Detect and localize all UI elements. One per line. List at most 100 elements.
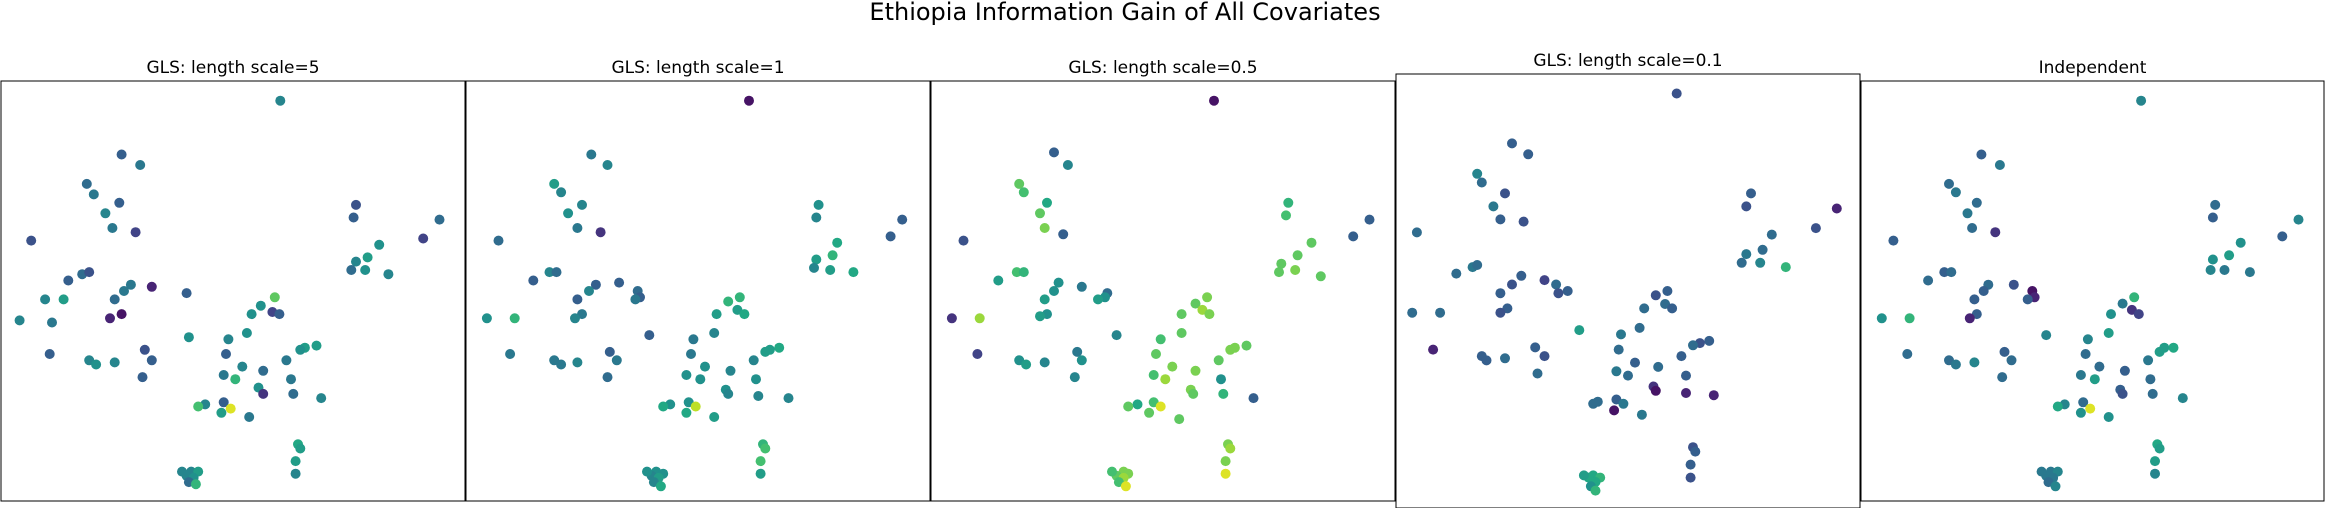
- scatter-point: [774, 342, 785, 353]
- scatter-point: [2154, 443, 2165, 454]
- scatter-point: [642, 466, 652, 477]
- scatter-point: [2078, 397, 2089, 408]
- scatter-point: [2133, 309, 2144, 320]
- scatter-point: [2244, 267, 2255, 278]
- scatter-point: [1209, 95, 1219, 106]
- scatter-point: [1123, 401, 1134, 412]
- scatter-point: [1093, 294, 1103, 305]
- scatter-point: [119, 286, 129, 296]
- scatter-point: [84, 267, 95, 278]
- scatter-point: [2147, 388, 2158, 399]
- scatter-point: [1650, 290, 1661, 301]
- scatter-point: [1507, 138, 1517, 149]
- scatter-point: [848, 267, 859, 278]
- scatter-point: [1708, 390, 1719, 401]
- scatter-point: [1225, 344, 1236, 355]
- scatter-point: [1888, 235, 1899, 246]
- scatter-point: [1562, 286, 1573, 296]
- scatter-point: [40, 294, 51, 305]
- scatter-point: [1950, 359, 1961, 370]
- scatter-point: [418, 233, 429, 244]
- scatter-point: [1107, 466, 1117, 477]
- scatter-point: [681, 370, 692, 380]
- scatter-point: [1578, 470, 1589, 481]
- scatter-point: [1155, 401, 1166, 412]
- scatter-point: [1220, 468, 1231, 479]
- scatter-point: [1348, 231, 1359, 242]
- scatter-point: [1451, 268, 1462, 279]
- scatter-point: [1042, 197, 1052, 208]
- scatter-point: [972, 349, 983, 359]
- scatter-point: [493, 235, 504, 246]
- scatter-point: [1176, 328, 1187, 338]
- scatter-point: [116, 149, 127, 160]
- scatter-point: [137, 372, 148, 383]
- scatter-point: [2210, 199, 2221, 210]
- scatter-point: [244, 412, 255, 422]
- scatter-point: [1507, 279, 1517, 290]
- scatter-point: [1176, 309, 1187, 320]
- scatter-point: [1435, 307, 1446, 318]
- scatter-point: [655, 481, 666, 492]
- scatter-point: [572, 294, 583, 305]
- scatter-point: [216, 407, 227, 418]
- scatter-point: [246, 309, 257, 320]
- scatter-point: [1274, 267, 1284, 278]
- scatter-point: [827, 250, 838, 261]
- scatter-point: [2224, 250, 2235, 261]
- axes-frame: [930, 80, 1396, 502]
- scatter-point: [1588, 398, 1599, 409]
- scatter-point: [1636, 409, 1647, 420]
- scatter-point: [26, 235, 37, 246]
- scatter-point: [374, 239, 385, 250]
- scatter-point: [1681, 370, 1691, 381]
- scatter-point: [544, 267, 555, 278]
- subplot-title: Independent: [2039, 58, 2147, 78]
- scatter-point: [1634, 322, 1645, 333]
- scatter-point: [1011, 267, 1022, 278]
- subplot-2: GLS: length scale=1: [465, 58, 931, 502]
- scatter-point: [832, 237, 843, 248]
- scatter-point: [577, 199, 587, 210]
- scatter-point: [711, 309, 722, 320]
- scatter-point: [2103, 328, 2114, 338]
- scatter-point: [190, 479, 201, 490]
- scatter-point: [688, 334, 699, 345]
- scatter-point: [237, 361, 248, 372]
- scatter-point: [1681, 388, 1691, 398]
- scatter-point: [751, 374, 761, 385]
- scatter-point: [1072, 346, 1083, 357]
- scatter-point: [1962, 208, 1973, 219]
- scatter-point: [1472, 168, 1483, 179]
- scatter-point: [1364, 214, 1375, 225]
- scatter-point: [709, 412, 720, 422]
- scatter-point: [351, 256, 361, 267]
- scatter-point: [109, 294, 120, 305]
- scatter-point: [177, 466, 187, 477]
- scatter-point: [130, 227, 141, 238]
- scatter-point: [1690, 446, 1701, 457]
- scatter-point: [221, 349, 231, 359]
- scatter-point: [1155, 334, 1166, 345]
- scatter-point: [2145, 374, 2156, 385]
- scatter-point: [44, 349, 55, 359]
- scatter-point: [218, 370, 229, 380]
- scatter-point: [1923, 275, 1934, 286]
- scatter-point: [590, 279, 601, 290]
- scatter-point: [1574, 325, 1585, 336]
- scatter-point: [88, 189, 99, 200]
- scatter-point: [1472, 260, 1483, 270]
- scatter-point: [958, 235, 969, 246]
- scatter-point: [1495, 307, 1506, 318]
- scatter-point: [549, 178, 560, 189]
- scatter-point: [2143, 355, 2154, 366]
- scatter-point: [1518, 216, 1529, 227]
- scatter-point: [1741, 249, 1752, 260]
- scatter-point: [181, 288, 192, 299]
- scatter-point: [2168, 342, 2179, 353]
- scatter-point: [14, 315, 25, 326]
- scatter-point: [274, 309, 285, 320]
- scatter-point: [556, 359, 567, 370]
- scatter-point: [100, 208, 111, 219]
- scatter-point: [1281, 210, 1291, 221]
